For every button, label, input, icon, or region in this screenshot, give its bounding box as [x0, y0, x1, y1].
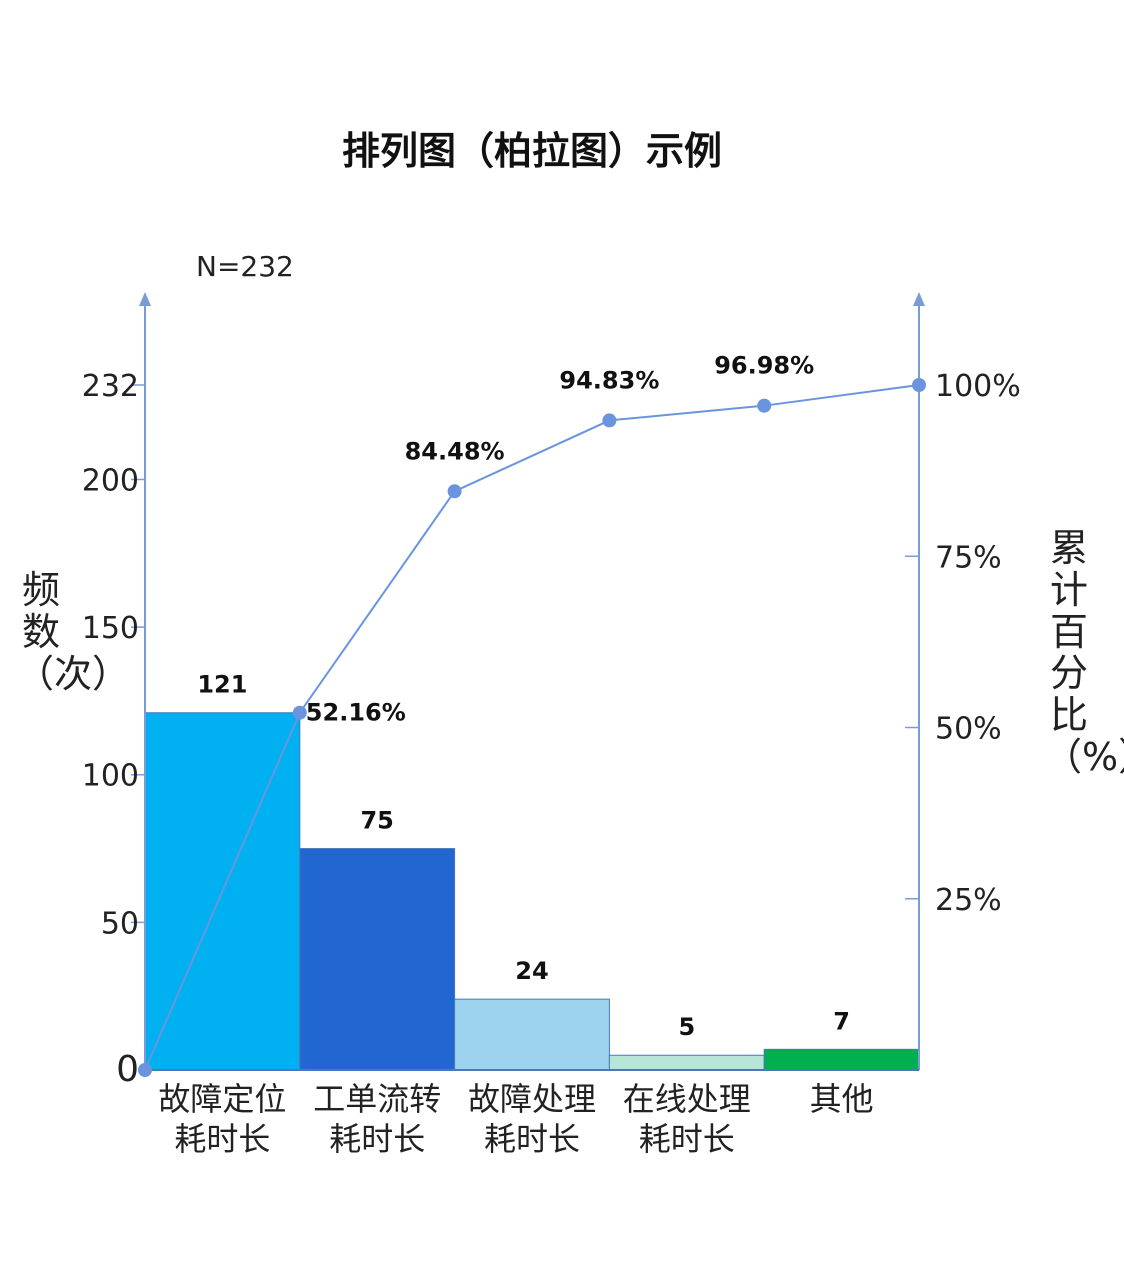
x-tick-label: 其他	[810, 1080, 874, 1118]
y-right-tick-label: 50%	[935, 712, 1002, 747]
bar	[454, 998, 610, 1071]
bar-value-label: 24	[515, 957, 548, 985]
y-left-tick-label: 100	[82, 759, 139, 794]
y-left-tick-label: 232	[82, 369, 139, 404]
cumulative-point	[447, 484, 462, 499]
x-tick-label: 在线处理	[623, 1080, 751, 1118]
bar	[608, 1054, 765, 1071]
y-axis-left-arrow-icon	[139, 292, 151, 306]
x-tick-label: 耗时长	[639, 1120, 735, 1158]
bar-value-label: 75	[360, 807, 393, 835]
cumulative-point	[912, 378, 926, 392]
cumulative-label: 94.83%	[559, 366, 659, 394]
bar-value-label: 5	[678, 1013, 695, 1041]
sample-size-label: N=232	[196, 250, 294, 283]
x-tick-label: 耗时长	[174, 1120, 270, 1158]
cumulative-line	[144, 384, 920, 1071]
bar	[299, 848, 456, 1071]
y-left-tick-label: 200	[82, 463, 139, 498]
x-tick-label: 故障处理	[468, 1080, 596, 1118]
bar	[763, 1048, 920, 1071]
cumulative-point	[138, 1063, 152, 1077]
y-right-tick-label: 75%	[935, 540, 1002, 575]
y-right-tick-label: 25%	[935, 883, 1002, 918]
x-tick-label: 工单流转	[313, 1080, 441, 1118]
y-left-tick-label: 50	[101, 906, 139, 941]
y-right-tick-label: 100%	[935, 369, 1021, 404]
y-left-tick-label: 0	[116, 1049, 139, 1090]
bar-value-label: 121	[197, 671, 247, 699]
x-tick-label: 耗时长	[329, 1120, 425, 1158]
cumulative-label: 52.16%	[306, 699, 406, 727]
y-axis-right-label: 累计百分比（%）	[1044, 526, 1124, 779]
cumulative-point	[602, 413, 617, 428]
x-tick-label: 耗时长	[484, 1120, 580, 1158]
bar-value-label: 7	[833, 1007, 850, 1035]
y-axis-right-arrow-icon	[913, 292, 925, 306]
chart-title: 排列图（柏拉图）示例	[341, 129, 722, 173]
cumulative-point	[757, 398, 772, 413]
x-tick-label: 故障定位	[158, 1080, 286, 1118]
cumulative-label: 84.48%	[405, 437, 505, 465]
y-left-tick-label: 150	[82, 611, 139, 646]
cumulative-point	[292, 705, 307, 720]
cumulative-label: 96.98%	[714, 352, 814, 380]
